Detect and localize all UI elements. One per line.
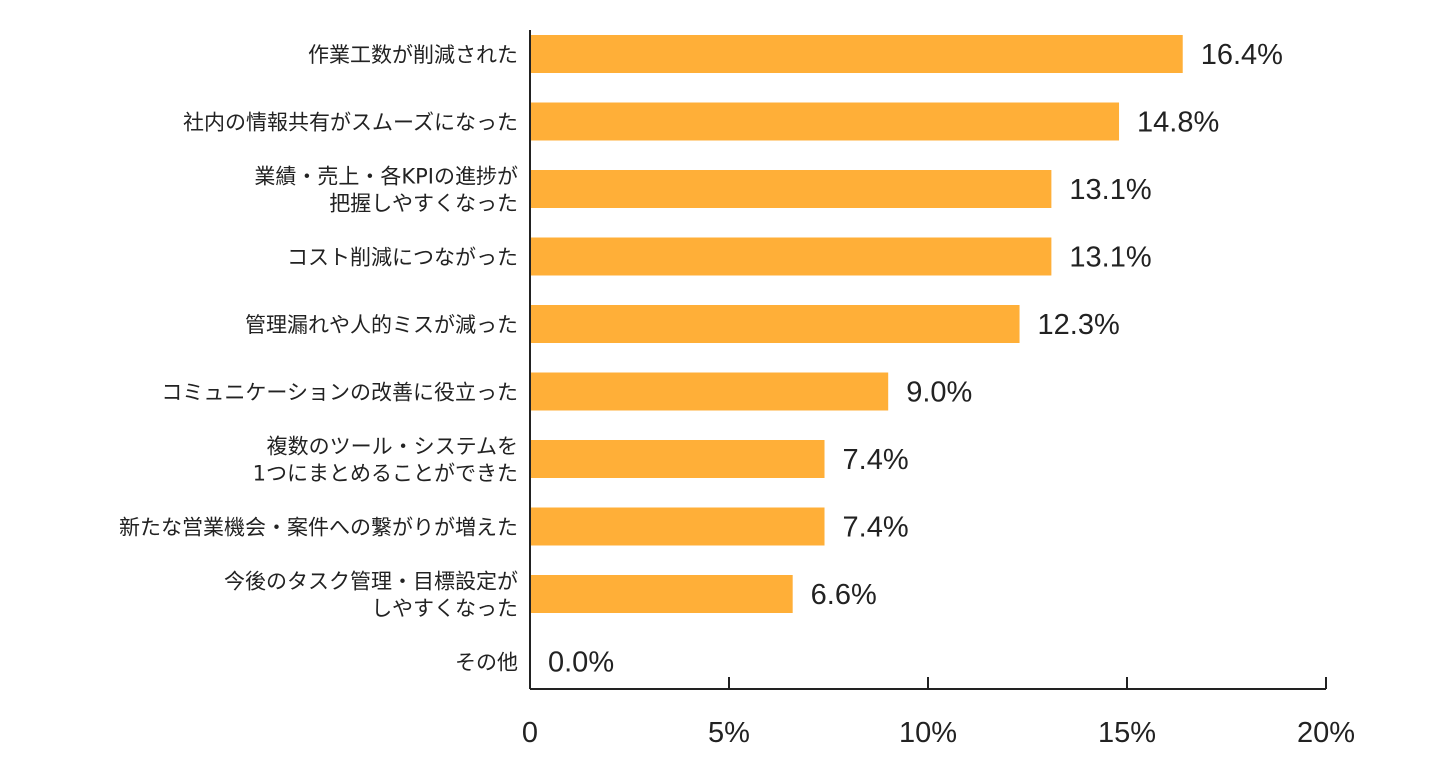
value-label: 16.4% [1201, 39, 1283, 71]
x-tick-label: 10% [899, 717, 957, 749]
x-tick-label: 15% [1098, 717, 1156, 749]
category-label-line: 作業工数が削減された [308, 43, 518, 67]
value-label: 7.4% [843, 444, 909, 476]
category-label-line: 業績・売上・各KPIの進捗が [254, 165, 518, 189]
bar-8 [530, 575, 793, 613]
value-label: 7.4% [843, 512, 909, 544]
value-label: 13.1% [1069, 174, 1151, 206]
bar-2 [530, 170, 1052, 208]
bar-7 [530, 507, 825, 546]
category-label: 新たな営業機会・案件への繋がりが増えた [119, 516, 518, 540]
x-tick-label: 0 [522, 717, 538, 749]
category-label-line: コミュニケーションの改善に役立った [161, 381, 518, 405]
category-label-line: しやすくなった [371, 597, 518, 621]
bar-5 [530, 372, 889, 411]
category-label: 作業工数が削減された [308, 43, 518, 67]
category-label-line: 社内の情報共有がスムーズになった [183, 111, 518, 135]
bar-6 [530, 440, 825, 478]
category-label: その他 [455, 651, 518, 675]
category-label: 社内の情報共有がスムーズになった [183, 111, 518, 135]
category-label: 業績・売上・各KPIの進捗が把握しやすくなった [254, 165, 518, 216]
category-label-line: 1つにまとめることができた [253, 462, 518, 486]
category-label: コスト削減につながった [287, 246, 518, 270]
category-label-line: 新たな営業機会・案件への繋がりが増えた [119, 516, 518, 540]
category-label-line: 複数のツール・システムを [267, 435, 518, 459]
bar-1 [530, 102, 1120, 141]
category-label: コミュニケーションの改善に役立った [161, 381, 518, 405]
value-label: 12.3% [1038, 309, 1120, 341]
category-label: 今後のタスク管理・目標設定がしやすくなった [224, 570, 518, 621]
category-label-line: 把握しやすくなった [329, 192, 518, 216]
value-label: 9.0% [906, 377, 972, 409]
bar-3 [530, 237, 1052, 276]
bar-0 [530, 35, 1183, 73]
value-label: 14.8% [1137, 107, 1219, 139]
x-tick-label: 5% [708, 717, 750, 749]
value-label: 6.6% [811, 579, 877, 611]
bar-4 [530, 305, 1020, 343]
x-tick-label: 20% [1297, 717, 1355, 749]
value-label: 13.1% [1069, 242, 1151, 274]
value-label: 0.0% [548, 647, 614, 679]
category-label: 管理漏れや人的ミスが減った [245, 313, 518, 337]
category-label-line: コスト削減につながった [287, 246, 518, 270]
category-label: 複数のツール・システムを 1つにまとめることができた [253, 435, 518, 486]
category-label-line: その他 [455, 651, 518, 675]
category-label-line: 管理漏れや人的ミスが減った [245, 313, 518, 337]
category-label-line: 今後のタスク管理・目標設定が [224, 570, 518, 594]
